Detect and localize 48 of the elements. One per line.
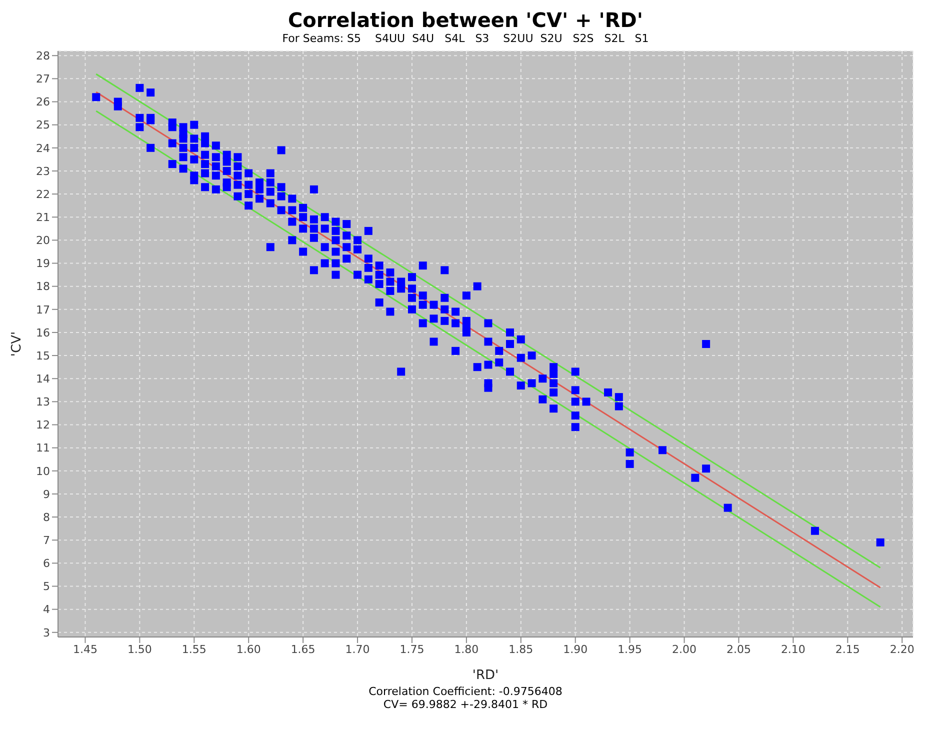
x-tick-label: 1.70 [345,642,370,656]
y-tick-label: 16 [36,326,50,340]
x-tick-label: 1.45 [72,642,98,656]
y-tick-label: 13 [36,396,50,409]
x-tick-label: 1.65 [290,642,316,656]
x-tick-label: 1.75 [400,642,424,656]
y-tick-label: 26 [36,96,50,109]
y-tick-label: 25 [36,118,50,132]
x-tick-label: 2.00 [672,642,697,656]
y-tick-label: 15 [36,349,50,362]
chart-title: Correlation between 'CV' + 'RD' [287,8,644,32]
chart-subtitle: For Seams: S5 S4UU S4U S4L S3 S2UU S2U S2S S2L S1 [281,32,650,45]
x-tick-label: 1.85 [508,642,534,656]
y-tick-label: 12 [36,418,50,432]
x-tick-label: 1.60 [236,642,261,656]
y-tick-label: 21 [36,211,50,224]
y-tick-label: 4 [43,603,50,616]
y-tick-label: 7 [43,534,50,548]
y-tick-label: 17 [36,303,50,316]
y-tick-label: 3 [43,626,50,640]
y-tick-label: 22 [36,188,50,201]
y-tick-label: 9 [43,488,50,501]
y-tick-label: 20 [36,234,50,248]
y-tick-label: 14 [36,372,50,386]
y-tick-label: 10 [36,464,50,478]
x-tick-label: 1.80 [454,642,479,656]
y-tick-label: 5 [43,580,50,594]
y-tick-label: 18 [36,280,50,294]
x-tick-label: 2.05 [726,642,751,656]
y-tick-label: 24 [36,142,50,155]
x-tick-label: 1.95 [618,642,642,656]
x-tick-label: 2.20 [890,642,914,656]
y-axis-title: 'CV' [10,331,25,357]
x-tick-label: 2.10 [780,642,806,656]
x-tick-label: 1.90 [563,642,588,656]
y-tick-label: 6 [43,557,50,570]
y-tick-label: 23 [36,164,50,178]
x-tick-label: 2.15 [835,642,860,656]
text: Correlation Coefficient: -0.9756408 [368,685,564,698]
x-tick-label: 1.55 [182,642,206,656]
y-tick-label: 11 [36,442,50,455]
x-axis-title: 'RD' [472,668,499,683]
y-tick-label: 27 [36,72,50,86]
y-tick-label: 28 [36,50,50,63]
y-tick-label: 19 [36,257,50,270]
text: CV= 69.9882 +-29.8401 * RD [382,698,549,711]
y-tick-label: 8 [43,510,50,524]
x-tick-label: 1.50 [127,642,152,656]
